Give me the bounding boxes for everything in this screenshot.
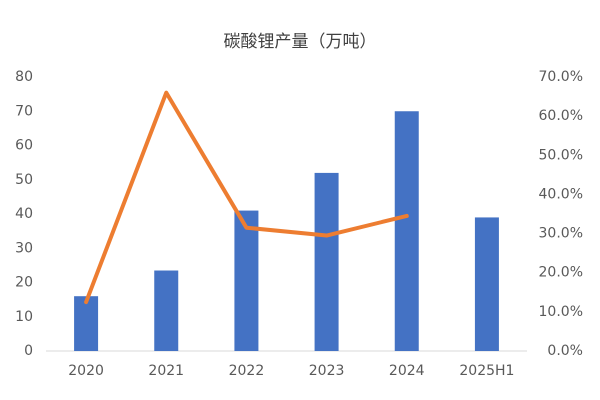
bar [394, 111, 419, 351]
y-tick-label: 70 [15, 103, 33, 119]
y2-tick-label: 30.0% [539, 226, 583, 242]
y2-tick-label: 60.0% [539, 108, 583, 124]
y2-tick-label: 70.0% [539, 69, 583, 85]
y-tick-label: 60 [15, 138, 33, 154]
y2-tick-label: 50.0% [539, 147, 583, 163]
x-tick-label: 2025H1 [459, 363, 514, 379]
x-tick-label: 2022 [229, 363, 265, 379]
bar [474, 217, 499, 351]
x-tick-label: 2021 [148, 363, 184, 379]
y2-tick-label: 40.0% [539, 186, 583, 202]
x-tick-label: 2020 [68, 363, 104, 379]
y-tick-label: 20 [15, 275, 33, 291]
bar [74, 296, 99, 351]
x-tick-label: 2024 [389, 363, 425, 379]
y-tick-label: 80 [15, 69, 33, 85]
y2-tick-label: 0.0% [547, 343, 583, 359]
y-tick-label: 30 [15, 240, 33, 256]
y-tick-label: 0 [24, 343, 33, 359]
y-tick-label: 10 [15, 309, 33, 325]
bar [234, 210, 259, 351]
line [84, 90, 409, 305]
y2-tick-label: 20.0% [539, 265, 583, 281]
y-tick-label: 40 [15, 206, 33, 222]
bar [154, 270, 179, 351]
y2-tick-label: 10.0% [539, 304, 583, 320]
bar [314, 172, 339, 351]
chart-title: 碳酸锂产量（万吨） [224, 32, 377, 52]
x-tick-label: 2023 [309, 363, 345, 379]
y-tick-label: 50 [15, 172, 33, 188]
